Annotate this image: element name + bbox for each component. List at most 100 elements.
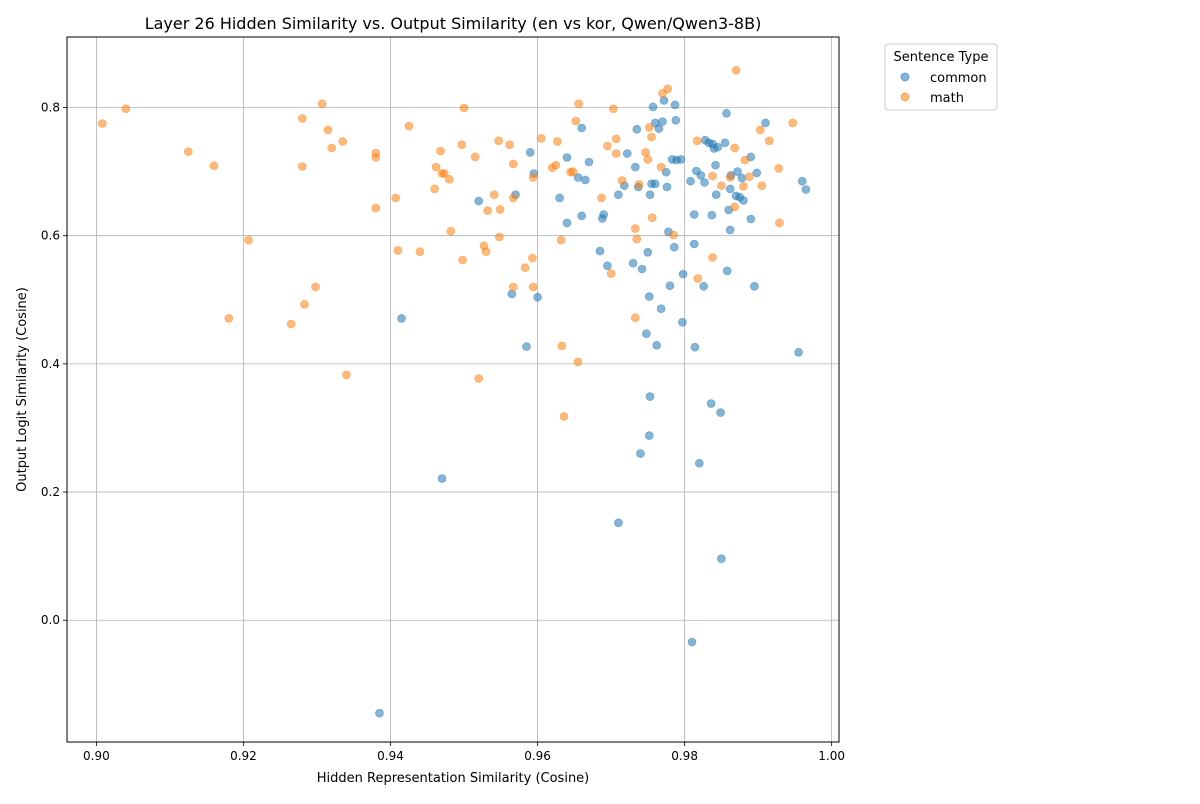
data-point-math xyxy=(474,374,484,383)
data-point-common xyxy=(636,449,645,458)
data-point-math xyxy=(481,247,491,256)
data-point-common xyxy=(652,340,662,350)
data-point-common xyxy=(645,190,655,199)
data-point-math xyxy=(744,172,754,181)
data-point-math xyxy=(557,341,567,351)
data-point-common xyxy=(676,155,686,164)
data-point-common xyxy=(650,179,660,189)
data-point-common xyxy=(706,399,716,408)
data-point-common xyxy=(474,196,484,206)
data-point-common xyxy=(733,167,742,176)
data-point-common xyxy=(659,96,669,105)
data-point-common xyxy=(725,225,735,235)
data-point-common xyxy=(644,431,654,440)
data-point-common xyxy=(717,554,726,564)
data-point-math xyxy=(415,247,425,256)
x-tick-label: 0.96 xyxy=(524,749,551,763)
y-tick-label: 0.8 xyxy=(41,101,60,115)
data-point-math xyxy=(568,167,578,176)
data-point-math xyxy=(470,152,480,162)
data-point-math xyxy=(430,184,439,194)
data-point-common xyxy=(628,258,638,268)
data-point-math xyxy=(708,253,717,262)
data-point-common xyxy=(761,118,770,128)
data-point-math xyxy=(297,162,307,171)
data-point-math xyxy=(556,235,566,245)
data-point-math xyxy=(508,159,518,169)
data-point-math xyxy=(528,282,538,292)
data-point-common xyxy=(555,193,564,203)
data-point-common xyxy=(644,292,654,301)
data-point-math xyxy=(459,103,469,113)
data-point-math xyxy=(656,162,666,172)
data-point-math xyxy=(693,274,703,283)
y-axis-title: Output Logit Similarity (Cosine) xyxy=(15,287,30,492)
data-point-common xyxy=(711,160,720,170)
data-point-math xyxy=(632,234,642,244)
data-point-math xyxy=(286,319,296,329)
data-point-common xyxy=(689,210,699,219)
data-point-common xyxy=(737,173,747,183)
data-point-math xyxy=(597,193,606,203)
data-point-math xyxy=(630,224,640,233)
data-point-common xyxy=(645,392,655,401)
data-point-common xyxy=(375,708,384,718)
legend-title: Sentence Type xyxy=(894,50,989,65)
data-point-math xyxy=(528,253,537,263)
legend: Sentence Type common math xyxy=(884,43,998,111)
series-common xyxy=(375,96,811,718)
plot-frame xyxy=(66,36,840,743)
data-point-math xyxy=(224,314,234,323)
data-point-math xyxy=(184,147,193,156)
data-point-common xyxy=(716,408,725,417)
data-point-math xyxy=(669,230,678,240)
data-point-math xyxy=(559,412,569,421)
data-point-common xyxy=(648,102,658,112)
data-point-common xyxy=(713,142,723,152)
legend-label-math: math xyxy=(930,91,964,106)
data-point-math xyxy=(717,181,726,190)
data-point-common xyxy=(599,210,609,219)
x-tick-label: 0.94 xyxy=(377,749,404,763)
data-point-math xyxy=(647,213,657,222)
data-point-math xyxy=(98,119,107,128)
data-point-math xyxy=(764,136,774,146)
data-point-common xyxy=(720,138,730,148)
data-point-common xyxy=(699,281,709,291)
data-point-common xyxy=(797,176,807,186)
data-point-math xyxy=(431,162,441,172)
data-point-math xyxy=(338,137,348,146)
data-point-common xyxy=(690,342,700,352)
data-point-math xyxy=(755,125,765,135)
data-point-common xyxy=(678,317,687,327)
x-tick-label: 0.90 xyxy=(83,749,110,763)
data-point-math xyxy=(692,136,702,146)
data-point-math xyxy=(300,299,309,309)
data-point-common xyxy=(722,109,731,118)
data-point-common xyxy=(665,281,675,291)
data-point-math xyxy=(730,202,739,212)
data-point-math xyxy=(617,176,627,185)
data-point-common xyxy=(739,196,748,205)
data-point-math xyxy=(611,149,621,158)
data-point-math xyxy=(404,121,414,131)
data-point-math xyxy=(634,180,644,189)
data-point-common xyxy=(722,266,732,276)
data-point-math xyxy=(571,116,581,126)
data-point-common xyxy=(661,167,671,177)
data-point-math xyxy=(630,313,640,323)
data-point-common xyxy=(525,148,535,157)
data-point-common xyxy=(696,171,706,180)
data-point-math xyxy=(508,193,518,203)
data-point-math xyxy=(611,134,621,144)
data-point-math xyxy=(391,193,401,203)
data-point-math xyxy=(297,114,307,123)
data-point-math xyxy=(446,226,456,236)
data-point-common xyxy=(794,347,803,357)
data-point-common xyxy=(700,178,709,187)
data-point-math xyxy=(774,164,784,173)
data-point-math xyxy=(439,169,449,178)
data-point-common xyxy=(622,149,632,158)
data-point-common xyxy=(687,637,697,647)
